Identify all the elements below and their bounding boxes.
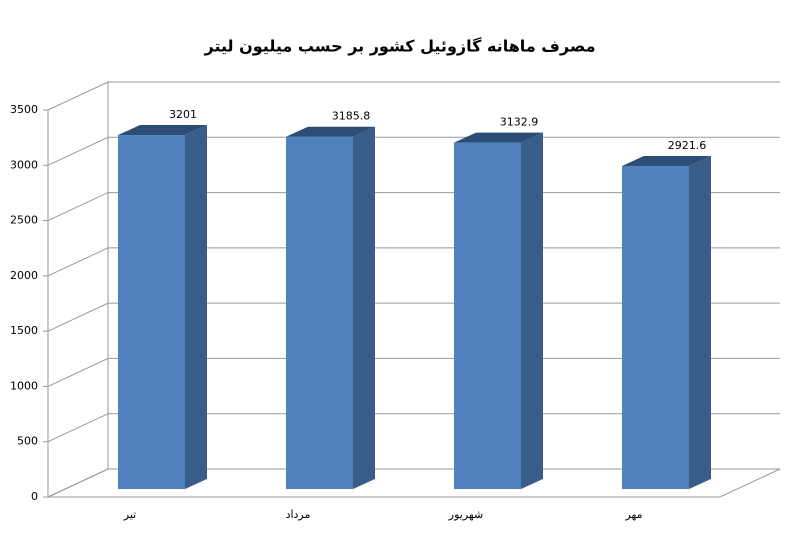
y-tick-label: 3500 bbox=[10, 103, 38, 116]
bar bbox=[118, 135, 185, 489]
bar-side bbox=[689, 155, 711, 489]
grid-line bbox=[47, 357, 780, 387]
grid-line bbox=[47, 468, 780, 498]
y-tick-label: 0 bbox=[31, 490, 38, 503]
value-label: 3185.8 bbox=[332, 110, 371, 123]
grid-line bbox=[47, 302, 780, 332]
grid-line bbox=[47, 192, 780, 222]
y-tick-label: 3000 bbox=[10, 158, 38, 171]
bar bbox=[622, 165, 689, 489]
x-tick-label: مهر bbox=[624, 508, 642, 521]
chart-title: مصرف ماهانه گازوئیل کشور بر حسب میلیون ل… bbox=[204, 37, 596, 56]
y-tick-label: 1500 bbox=[10, 324, 38, 337]
x-tick-label: شهریور bbox=[448, 508, 483, 521]
bar bbox=[454, 142, 521, 490]
y-tick-label: 500 bbox=[17, 435, 38, 448]
grid-line bbox=[47, 247, 780, 277]
x-tick-label: تیر bbox=[123, 508, 136, 521]
y-tick-label: 1000 bbox=[10, 379, 38, 392]
value-label: 3201 bbox=[169, 108, 197, 121]
bar-side bbox=[353, 126, 375, 489]
bar-side bbox=[185, 125, 207, 490]
bar-top bbox=[286, 126, 375, 137]
value-label: 2921.6 bbox=[668, 139, 707, 152]
bar-top bbox=[622, 155, 711, 166]
y-tick-label: 2500 bbox=[10, 214, 38, 227]
bar-side bbox=[521, 132, 543, 490]
bar-top bbox=[118, 125, 207, 136]
value-label: 3132.9 bbox=[500, 116, 539, 129]
grid-line bbox=[47, 136, 780, 166]
bar bbox=[286, 136, 353, 489]
bar-top bbox=[454, 132, 543, 143]
y-tick-label: 2000 bbox=[10, 269, 38, 282]
x-tick-label: مرداد bbox=[286, 508, 311, 521]
grid-line bbox=[47, 413, 780, 443]
grid-line bbox=[47, 81, 780, 111]
